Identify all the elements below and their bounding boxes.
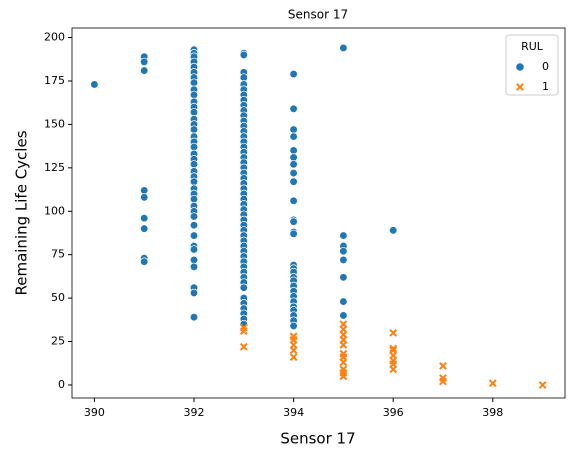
x-tick-label: 392 [184, 406, 205, 419]
point [339, 372, 348, 381]
point [538, 381, 547, 389]
point [239, 342, 248, 351]
point [289, 229, 298, 238]
point [140, 257, 149, 266]
point [189, 125, 199, 134]
point [389, 344, 398, 353]
point [289, 69, 298, 79]
point [289, 160, 298, 169]
point [239, 283, 248, 292]
y-tick-label: 125 [44, 161, 65, 174]
point [339, 247, 348, 256]
point [189, 90, 199, 100]
point [339, 43, 348, 53]
point [140, 186, 149, 195]
point [189, 221, 199, 230]
point [189, 142, 199, 152]
point [339, 358, 348, 367]
legend-title: RUL [521, 40, 544, 53]
point [339, 231, 348, 240]
x-tick-label: 398 [482, 406, 503, 419]
y-tick-label: 25 [51, 335, 65, 348]
point [90, 80, 99, 89]
point [439, 377, 447, 386]
legend-marker [516, 63, 524, 71]
point [289, 346, 298, 355]
point [289, 217, 298, 226]
y-tick-label: 200 [44, 31, 65, 44]
point [289, 153, 298, 162]
legend-marker [516, 83, 524, 91]
y-tick-label: 50 [51, 291, 65, 304]
legend-label: 0 [542, 60, 549, 73]
point [140, 57, 149, 67]
point [140, 193, 149, 202]
point [439, 361, 447, 370]
y-tick-label: 75 [51, 248, 65, 261]
point [389, 365, 398, 374]
y-tick-label: 150 [44, 117, 65, 130]
point [140, 224, 149, 233]
point [189, 177, 199, 186]
point [189, 313, 199, 322]
plot-frame [71, 27, 566, 399]
x-tick-label: 390 [84, 406, 105, 419]
point [189, 160, 199, 169]
point [189, 194, 199, 204]
point [289, 132, 298, 141]
point [339, 297, 348, 306]
point [189, 231, 199, 240]
point [339, 273, 348, 282]
legend-label: 1 [542, 80, 549, 93]
point [189, 288, 199, 298]
x-tick-label: 394 [283, 406, 304, 419]
point [289, 321, 298, 331]
point [389, 226, 398, 235]
point [488, 379, 497, 388]
x-tick-label: 396 [383, 406, 404, 419]
point [289, 125, 298, 134]
y-axis-label: Remaining Life Cycles [13, 130, 31, 295]
x-axis-label: Sensor 17 [280, 430, 355, 448]
y-tick-label: 100 [44, 204, 65, 217]
point [339, 341, 348, 349]
point [189, 262, 199, 271]
point [339, 311, 348, 320]
point [289, 168, 298, 178]
point [140, 66, 149, 75]
point [389, 328, 398, 337]
point [189, 245, 199, 254]
point [289, 104, 298, 113]
point [289, 146, 298, 155]
point [239, 50, 248, 60]
point [289, 196, 298, 205]
chart-title: Sensor 17 [288, 8, 348, 22]
point [239, 73, 248, 82]
point [189, 212, 199, 221]
y-tick-label: 175 [44, 74, 65, 87]
point [239, 327, 248, 336]
point [189, 108, 199, 117]
point [140, 214, 149, 223]
point [189, 255, 199, 265]
point [339, 255, 348, 265]
y-tick-label: 0 [58, 378, 65, 391]
point [289, 353, 298, 362]
point [189, 78, 199, 87]
legend-box [505, 34, 559, 96]
point [289, 177, 298, 186]
